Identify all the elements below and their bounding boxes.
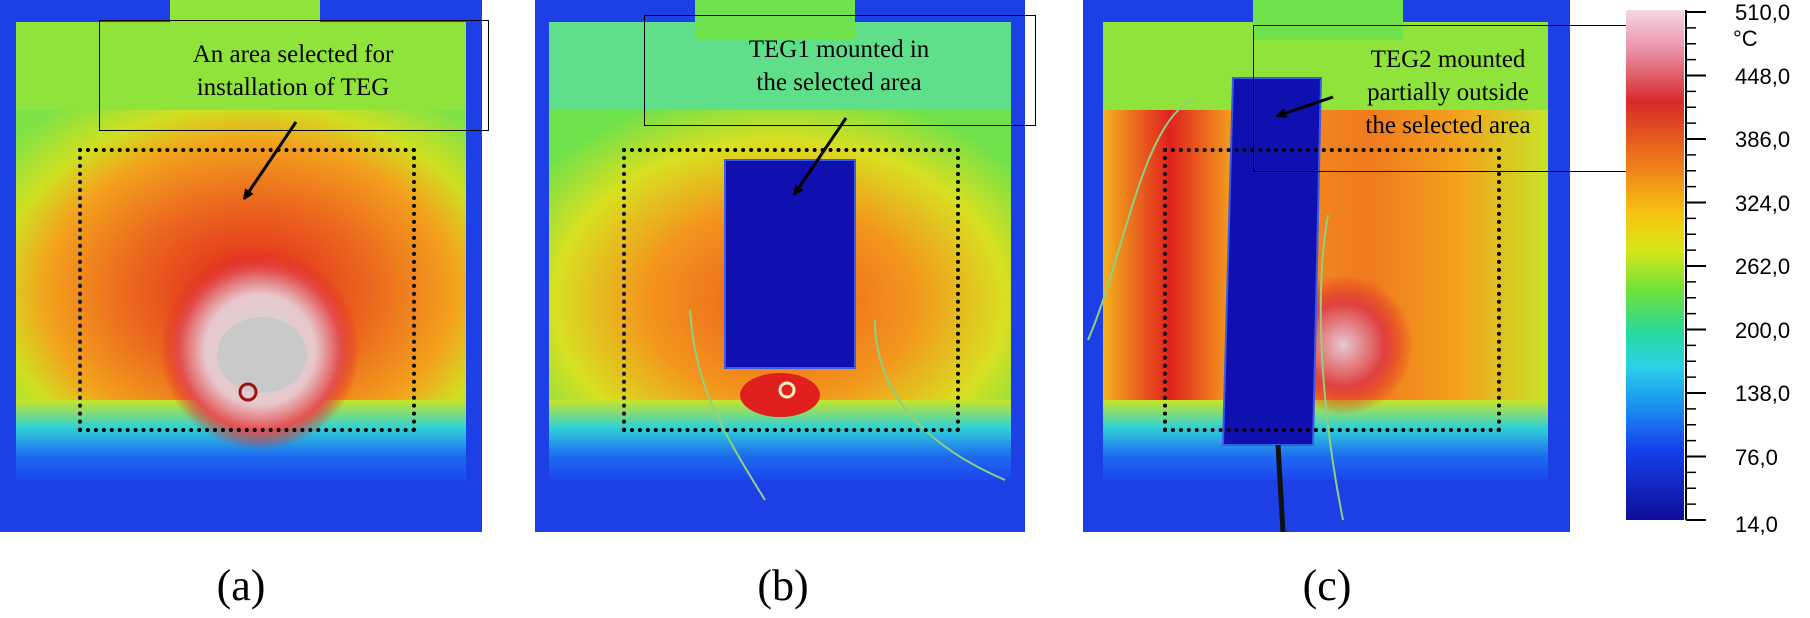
thermal-image-a	[0, 0, 482, 532]
annotation-line: partially outside	[1367, 79, 1529, 106]
annotation-box-a	[99, 20, 489, 131]
thermal-image-b	[535, 0, 1025, 532]
arrow-c	[1280, 95, 1334, 115]
colorbar-ticks	[1685, 10, 1706, 521]
temperature-colorbar	[1626, 10, 1684, 520]
colorbar-tick-label: 138,0	[1735, 381, 1791, 406]
caption-a: (a)	[216, 561, 266, 610]
colorbar-tick-label: 200,0	[1735, 317, 1791, 343]
annotation-line: TEG2 mounted	[1370, 46, 1526, 73]
annotation-line: An area selected for	[192, 41, 394, 68]
annotation-line: installation of TEG	[196, 74, 390, 101]
arrow-b	[796, 117, 848, 192]
colorbar-tick-label: 14,0	[1735, 512, 1778, 537]
arrow-a	[246, 121, 298, 196]
colorbar-tick-label: 262,0	[1735, 254, 1791, 279]
selected-area-a	[78, 148, 416, 432]
colorbar-tick-label: 448,0	[1735, 63, 1791, 89]
annotation-text-a: An area selected for installation of TEG	[99, 38, 487, 104]
selected-area-b	[622, 148, 960, 432]
annotation-line: TEG1 mounted in	[748, 36, 930, 63]
annotation-line: the selected area	[756, 69, 922, 96]
colorbar-unit: °C	[1733, 26, 1758, 51]
colorbar-tick-label: 386,0	[1735, 127, 1791, 152]
annotation-text-c: TEG2 mounted partially outside the selec…	[1253, 43, 1643, 142]
caption-b: (b)	[757, 561, 809, 610]
annotation-line: the selected area	[1365, 112, 1531, 139]
colorbar-tick-label: 76,0	[1735, 444, 1778, 470]
annotation-text-b: TEG1 mounted in the selected area	[644, 33, 1034, 99]
caption-c: (c)	[1302, 561, 1352, 610]
colorbar-tick-label: 324,0	[1735, 190, 1791, 216]
selected-area-c	[1163, 148, 1501, 432]
colorbar-tick-label: 510,0	[1735, 0, 1791, 25]
